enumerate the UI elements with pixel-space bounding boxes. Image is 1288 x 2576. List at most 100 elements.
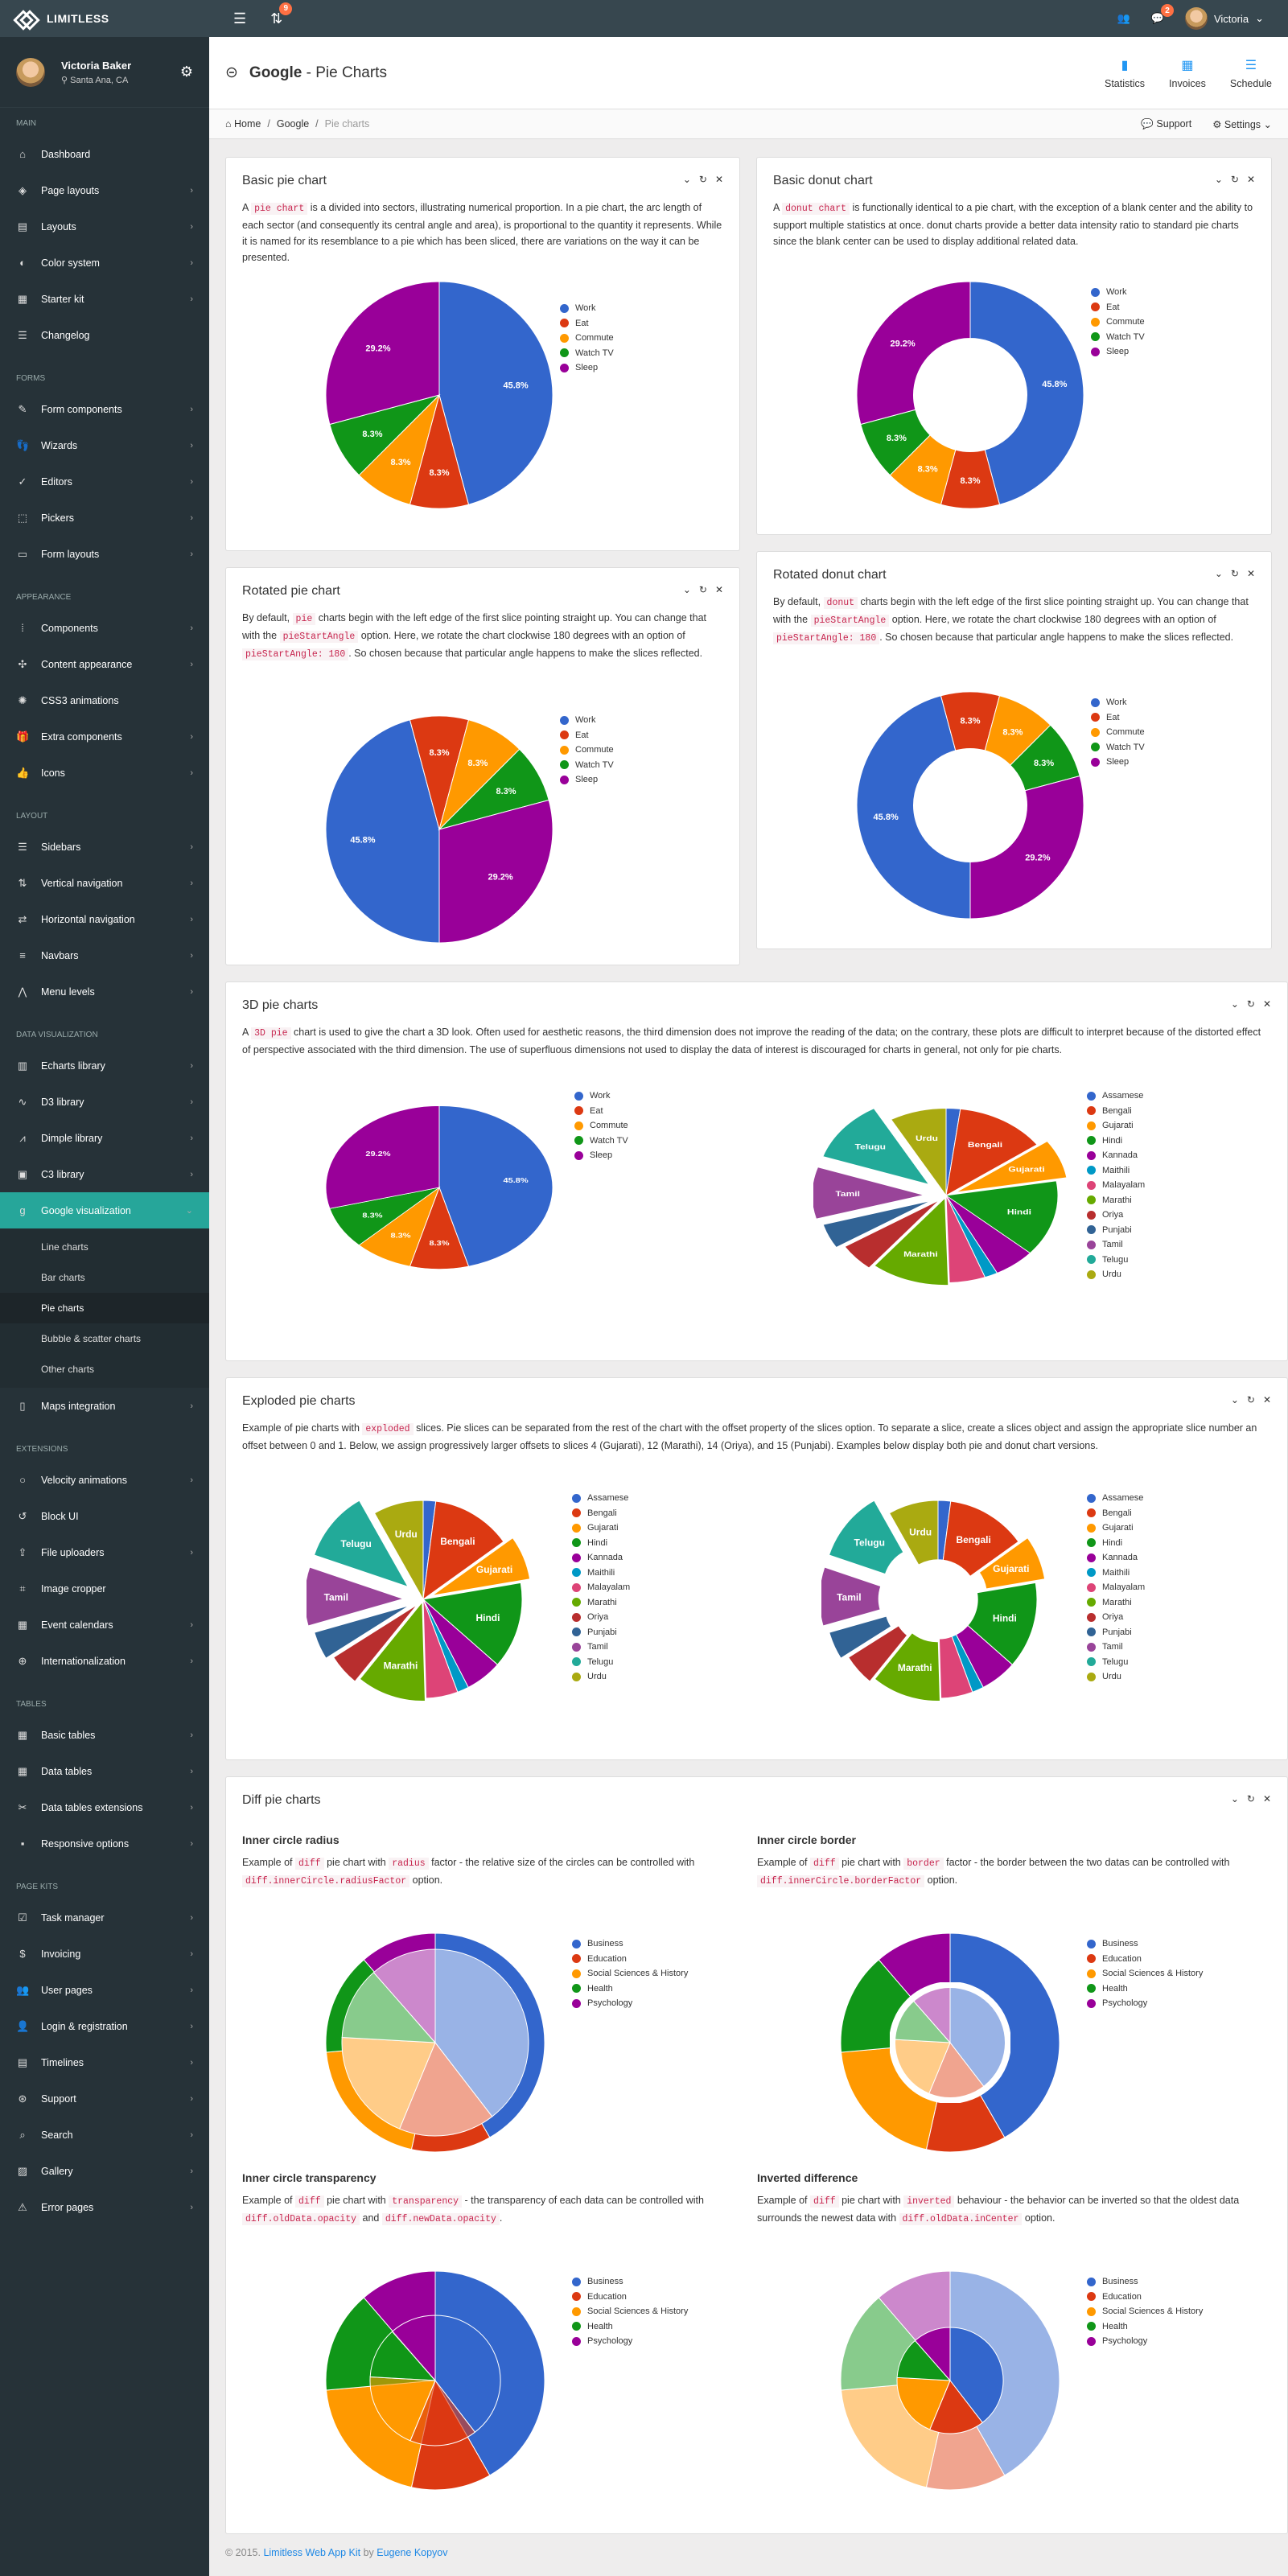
legend-item[interactable]: Health (1087, 1981, 1203, 1997)
legend-item[interactable]: Gujarati (1087, 1520, 1145, 1536)
sidebar-item-c3-library[interactable]: ▣ C3 library › (0, 1156, 209, 1192)
legend-item[interactable]: Urdu (1087, 1267, 1145, 1282)
reload-icon[interactable]: ↻ (698, 174, 707, 185)
close-icon[interactable]: ✕ (1246, 174, 1255, 185)
legend-item[interactable]: Sleep (574, 1148, 628, 1163)
legend-item[interactable]: Malayalam (1087, 1580, 1145, 1595)
legend-item[interactable]: Sleep (1091, 344, 1145, 360)
sidebar-item-content-appearance[interactable]: ✣ Content appearance › (0, 646, 209, 682)
legend-item[interactable]: Commute (574, 1118, 628, 1134)
pie-slice-punjabi[interactable] (829, 1615, 892, 1659)
legend-item[interactable]: Work (574, 1088, 628, 1104)
legend-item[interactable]: Psychology (1087, 1996, 1203, 2011)
sidebar-item-gallery[interactable]: ▨ Gallery › (0, 2153, 209, 2189)
sidebar-item-form-components[interactable]: ✎ Form components › (0, 391, 209, 427)
pie-slice-social-sciences-history[interactable] (369, 2376, 436, 2442)
legend-item[interactable]: Hindi (572, 1536, 630, 1551)
submenu-item[interactable]: Bubble & scatter charts (41, 1333, 142, 1344)
pie-slice-bengali[interactable] (942, 1500, 1019, 1578)
pie-slice-health[interactable] (369, 2331, 437, 2381)
legend-item[interactable]: Telugu (1087, 1253, 1145, 1268)
sidebar-item-extra-components[interactable]: 🎁 Extra components › (0, 718, 209, 755)
pie-slice-psychology[interactable] (914, 2327, 951, 2382)
pie-slice-gujarati[interactable] (432, 1537, 531, 1596)
legend-item[interactable]: Urdu (572, 1669, 630, 1685)
submenu-item[interactable]: Bar charts (41, 1272, 85, 1283)
legend-item[interactable]: Maithili (1087, 1566, 1145, 1581)
reload-icon[interactable]: ↻ (698, 584, 707, 595)
legend-item[interactable]: Oriya (1087, 1610, 1145, 1625)
sidebar-item-timelines[interactable]: ▤ Timelines › (0, 2044, 209, 2080)
legend-item[interactable]: Business (1087, 1936, 1203, 1952)
sidebar-item-velocity-animations[interactable]: ○ Velocity animations › (0, 1462, 209, 1498)
sidebar-item-search[interactable]: ⌕ Search › (0, 2117, 209, 2153)
legend-item[interactable]: Eat (574, 1104, 628, 1119)
legend-item[interactable]: Social Sciences & History (1087, 1966, 1203, 1981)
sidebar-item-support[interactable]: ⊛ Support › (0, 2080, 209, 2117)
sidebar-item-image-cropper[interactable]: ⌗ Image cropper (0, 1570, 209, 1607)
sidebar-item-wizards[interactable]: 👣 Wizards › (0, 427, 209, 463)
legend-item[interactable]: Sleep (560, 360, 614, 376)
sidebar-item-google-visualization[interactable]: g Google visualization ⌄ (0, 1192, 209, 1228)
legend-item[interactable]: Education (1087, 2290, 1203, 2305)
reload-icon[interactable]: ↻ (1230, 174, 1239, 185)
legend-item[interactable]: Eat (1091, 300, 1145, 315)
sidebar-item-dimple-library[interactable]: ⩘ Dimple library › (0, 1120, 209, 1156)
legend-item[interactable]: Psychology (572, 2334, 688, 2349)
pie-slice-oriya[interactable] (332, 1604, 418, 1682)
pie-slice-oriya[interactable] (847, 1625, 908, 1682)
legend-item[interactable]: Health (1087, 2319, 1203, 2335)
pie-slice-malayalam[interactable] (422, 1599, 459, 1699)
legend-item[interactable]: Oriya (572, 1610, 630, 1625)
collapse-icon[interactable]: ⌄ (682, 584, 691, 595)
sidebar-item-task-manager[interactable]: ☑ Task manager › (0, 1899, 209, 1936)
legend-item[interactable]: Education (1087, 1952, 1203, 1967)
sidebar-item-login-registration[interactable]: 👤 Login & registration › (0, 2008, 209, 2044)
users-icon[interactable]: 👥 (1117, 12, 1130, 24)
legend-item[interactable]: Marathi (572, 1595, 630, 1611)
pie-slice-urdu[interactable] (891, 1108, 947, 1197)
legend-item[interactable]: Watch TV (560, 346, 614, 361)
sidebar-item-sidebars[interactable]: ☰ Sidebars › (0, 829, 209, 865)
legend-item[interactable]: Maithili (572, 1566, 630, 1581)
pie-slice-sleep[interactable] (969, 775, 1084, 920)
legend-item[interactable]: Psychology (572, 1996, 688, 2011)
sidebar-item-icons[interactable]: 👍 Icons › (0, 755, 209, 791)
reload-icon[interactable]: ↻ (1230, 568, 1239, 579)
pie-slice-education[interactable] (409, 2380, 476, 2446)
pie-slice-tamil[interactable] (821, 1566, 882, 1627)
legend-item[interactable]: Watch TV (560, 758, 614, 773)
legend-item[interactable]: Oriya (1087, 1208, 1145, 1223)
pie-slice-bengali[interactable] (945, 1109, 1038, 1196)
pie-slice-telugu[interactable] (822, 1108, 930, 1185)
close-icon[interactable]: ✕ (1262, 1793, 1271, 1804)
legend-item[interactable]: Hindi (1087, 1536, 1145, 1551)
legend-item[interactable]: Work (1091, 695, 1145, 710)
legend-item[interactable]: Eat (560, 728, 614, 743)
legend-item[interactable]: Social Sciences & History (572, 2304, 688, 2319)
invoices-button[interactable]: ▦ Invoices (1169, 58, 1206, 89)
pie-slice-sleep[interactable] (856, 281, 971, 426)
legend-item[interactable]: Tamil (1087, 1640, 1145, 1655)
pie-slice-work[interactable] (438, 281, 553, 505)
pie-slice-marathi[interactable] (874, 1632, 940, 1702)
support-link[interactable]: 💬 Support (1141, 117, 1192, 130)
pie-slice-bengali[interactable] (422, 1500, 504, 1601)
pie-slice-sleep[interactable] (325, 281, 440, 426)
sidebar-item-maps-integration[interactable]: ▯ Maps integration › (0, 1388, 209, 1424)
legend-item[interactable]: Education (572, 2290, 688, 2305)
pie-slice-education[interactable] (398, 2042, 493, 2137)
pie-slice-hindi[interactable] (422, 1582, 523, 1665)
legend-item[interactable]: Bengali (1087, 1506, 1145, 1521)
sidebar-item-vertical-navigation[interactable]: ⇅ Vertical navigation › (0, 865, 209, 901)
pie-slice-education[interactable] (929, 2380, 983, 2434)
collapse-icon[interactable]: ⌄ (1214, 568, 1223, 579)
legend-item[interactable]: Commute (560, 743, 614, 758)
legend-item[interactable]: Commute (1091, 315, 1145, 330)
footer-author-link[interactable]: Eugene Kopyov (377, 2547, 448, 2558)
sidebar-item-basic-tables[interactable]: ▦ Basic tables › (0, 1717, 209, 1753)
sidebar-item-changelog[interactable]: ☰ Changelog (0, 317, 209, 353)
pie-slice-sleep[interactable] (325, 1105, 440, 1209)
sidebar-item-navbars[interactable]: ≡ Navbars › (0, 937, 209, 973)
pie-slice-work[interactable] (856, 695, 971, 920)
